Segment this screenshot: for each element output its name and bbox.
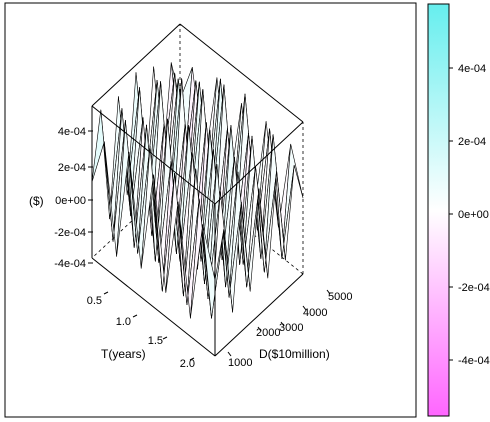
- colorbar: 4e-04 2e-04 0e+00 -2e-04 -4e-04: [427, 3, 490, 417]
- z-tick-label: -2e-04: [54, 227, 86, 239]
- colorbar-tick-label: 4e-04: [458, 63, 486, 75]
- colorbar-tick-label: -2e-04: [458, 282, 490, 294]
- z-tick: 4e-04: [58, 126, 93, 138]
- box-edge: [214, 273, 304, 357]
- z-tick-label: 2e-04: [58, 162, 86, 174]
- z-tick-label: -4e-04: [54, 258, 86, 270]
- y-tick: 4000: [302, 305, 327, 319]
- z-tick: 0e+00: [55, 195, 93, 207]
- y-tick-label: 1000: [228, 357, 252, 369]
- x-tick-label: 1.5: [148, 335, 163, 347]
- colorbar-tick: 4e-04: [449, 63, 486, 75]
- y-tick-label: 2000: [256, 327, 280, 339]
- colorbar-tick-label: 2e-04: [458, 136, 486, 148]
- colorbar-tick-label: -4e-04: [458, 355, 490, 367]
- y-tick: 1000: [227, 351, 252, 369]
- y-tick: 2000: [256, 326, 280, 339]
- z-tick-label: 4e-04: [58, 126, 86, 138]
- x-tick-label: 1.0: [116, 316, 131, 328]
- z-axis-label: ($): [29, 194, 44, 208]
- z-axis: 4e-04 2e-04 0e+00 -2e-04 -4e-04 ($): [29, 126, 93, 270]
- y-axis-label: D($10million): [259, 347, 330, 361]
- x-tick-label: 0.5: [87, 295, 102, 307]
- colorbar-tick: 2e-04: [449, 136, 486, 148]
- y-tick-label: 3000: [279, 322, 303, 334]
- colorbar-tick-label: 0e+00: [458, 209, 489, 221]
- surface-facet: [202, 224, 225, 319]
- y-tick-label: 5000: [328, 291, 352, 303]
- x-tick: 1.5: [148, 335, 168, 347]
- colorbar-tick: -4e-04: [449, 355, 490, 367]
- x-axis-label: T(years): [101, 347, 146, 361]
- x-tick: 1.0: [116, 314, 138, 328]
- x-axis: 0.5 1.0 1.5 2.0 T(years): [87, 291, 195, 370]
- z-tick-label: 0e+00: [55, 195, 86, 207]
- z-tick: 2e-04: [58, 162, 93, 174]
- box-edge: [91, 105, 216, 205]
- colorbar-tick: -2e-04: [449, 282, 490, 294]
- x-tick-label: 2.0: [180, 358, 195, 370]
- y-tick-label: 4000: [303, 307, 327, 319]
- y-axis: 1000 2000 3000 4000 5000 D($10million): [227, 289, 352, 369]
- x-tick: 0.5: [87, 291, 109, 307]
- y-tick: 3000: [279, 321, 303, 334]
- colorbar-tick: 0e+00: [449, 209, 489, 221]
- y-tick: 5000: [326, 289, 352, 303]
- z-tick: -4e-04: [54, 258, 93, 270]
- x-tick: 2.0: [180, 357, 195, 370]
- surface-mesh: [91, 62, 304, 319]
- box-edge: [91, 23, 181, 107]
- colorbar-gradient: [427, 3, 450, 417]
- z-tick: -2e-04: [54, 227, 93, 239]
- box-edge: [214, 121, 304, 205]
- box-edge: [91, 257, 216, 357]
- box-edge: [179, 23, 304, 123]
